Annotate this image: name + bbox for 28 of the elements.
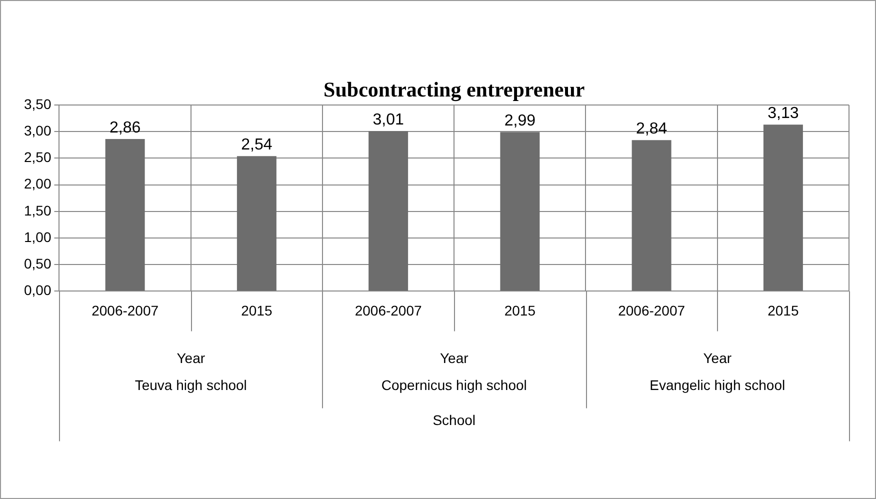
y-tick-label: 3,00 bbox=[24, 122, 52, 138]
data-label: 3,13 bbox=[768, 105, 799, 122]
text: Year bbox=[176, 350, 206, 366]
text: Year bbox=[703, 350, 732, 366]
y-tick-label: 1,00 bbox=[24, 228, 52, 245]
y-tick-label: 0,00 bbox=[24, 282, 52, 298]
text: Copernicus high school bbox=[381, 377, 527, 394]
x-tick-label: 2006-2007 bbox=[618, 302, 686, 318]
text: Year bbox=[440, 350, 469, 366]
y-tick-label: 3,50 bbox=[24, 96, 52, 112]
text: Evangelic high school bbox=[650, 377, 786, 394]
y-tick-label: 2,50 bbox=[24, 149, 52, 166]
x-tick-label: 2015 bbox=[768, 302, 799, 318]
text: School bbox=[432, 412, 476, 428]
x-tick-label: 2006-2007 bbox=[92, 302, 159, 318]
data-label: 2,99 bbox=[504, 112, 536, 130]
y-tick-label: 0,50 bbox=[24, 255, 52, 272]
x-tick-label: 2006-2007 bbox=[354, 302, 422, 318]
data-label: 2,54 bbox=[241, 136, 272, 154]
text: Teuva high school bbox=[134, 377, 247, 394]
y-tick-label: 1,50 bbox=[24, 202, 52, 218]
chart-title: Subcontracting entrepreneur bbox=[324, 77, 585, 102]
y-tick-label: 2,00 bbox=[24, 176, 52, 192]
data-label: 2,84 bbox=[636, 120, 668, 138]
x-tick-label: 2015 bbox=[241, 302, 272, 318]
data-label: 2,86 bbox=[109, 119, 141, 136]
x-tick-label: 2015 bbox=[504, 302, 536, 318]
data-label: 3,01 bbox=[372, 111, 404, 128]
